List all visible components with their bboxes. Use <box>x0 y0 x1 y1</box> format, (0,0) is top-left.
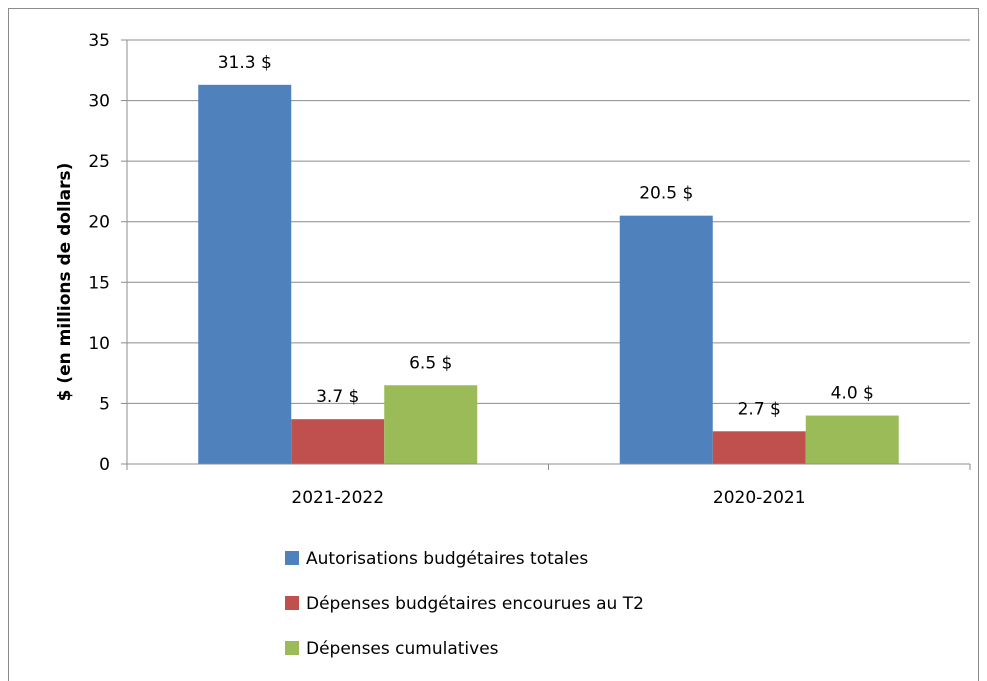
data-label: 6.5 $ <box>409 353 452 373</box>
chart-frame <box>8 8 979 681</box>
y-axis-title: $ (en millions de dollars) <box>55 163 75 402</box>
bar-2-2020-2021 <box>712 431 806 464</box>
bar-2-2021-2022 <box>291 419 385 464</box>
data-label: 20.5 $ <box>639 184 693 204</box>
y-tick-label: 35 <box>88 31 110 51</box>
data-label: 3.7 $ <box>316 387 359 407</box>
legend: Autorisations budgétaires totales Dépense… <box>285 549 644 659</box>
y-tick-label: 5 <box>99 394 110 414</box>
data-label: 4.0 $ <box>831 384 874 404</box>
legend-label: Dépenses cumulatives <box>306 639 499 659</box>
legend-label: Dépenses budgétaires encourues au T2 <box>306 594 644 614</box>
y-tick-label: 0 <box>99 455 110 475</box>
bar-3-2020-2021 <box>805 415 899 464</box>
data-label: 2.7 $ <box>738 399 781 419</box>
bars <box>198 84 899 464</box>
bar-1-2021-2022 <box>198 84 292 464</box>
bar-1-2020-2021 <box>619 215 713 464</box>
legend-swatch <box>285 551 299 565</box>
legend-swatch <box>285 641 299 655</box>
y-tick-label: 30 <box>88 92 110 112</box>
y-axis-ticks: 0 5 10 15 20 25 30 35 <box>88 31 127 475</box>
legend-label: Autorisations budgétaires totales <box>306 549 588 569</box>
y-tick-label: 20 <box>88 213 110 233</box>
y-tick-label: 15 <box>88 273 110 293</box>
x-tick-label: 2020-2021 <box>713 488 806 508</box>
data-label: 31.3 $ <box>218 53 272 73</box>
value-labels: 31.3 $ 3.7 $ 6.5 $ 20.5 $ 2.7 $ 4.0 $ <box>218 53 874 419</box>
x-tick-label: 2021-2022 <box>291 488 384 508</box>
y-tick-label: 25 <box>88 152 110 172</box>
y-tick-label: 10 <box>88 334 110 354</box>
legend-swatch <box>285 596 299 610</box>
bar-3-2021-2022 <box>384 385 478 464</box>
x-axis: 2021-2022 2020-2021 <box>126 40 971 508</box>
